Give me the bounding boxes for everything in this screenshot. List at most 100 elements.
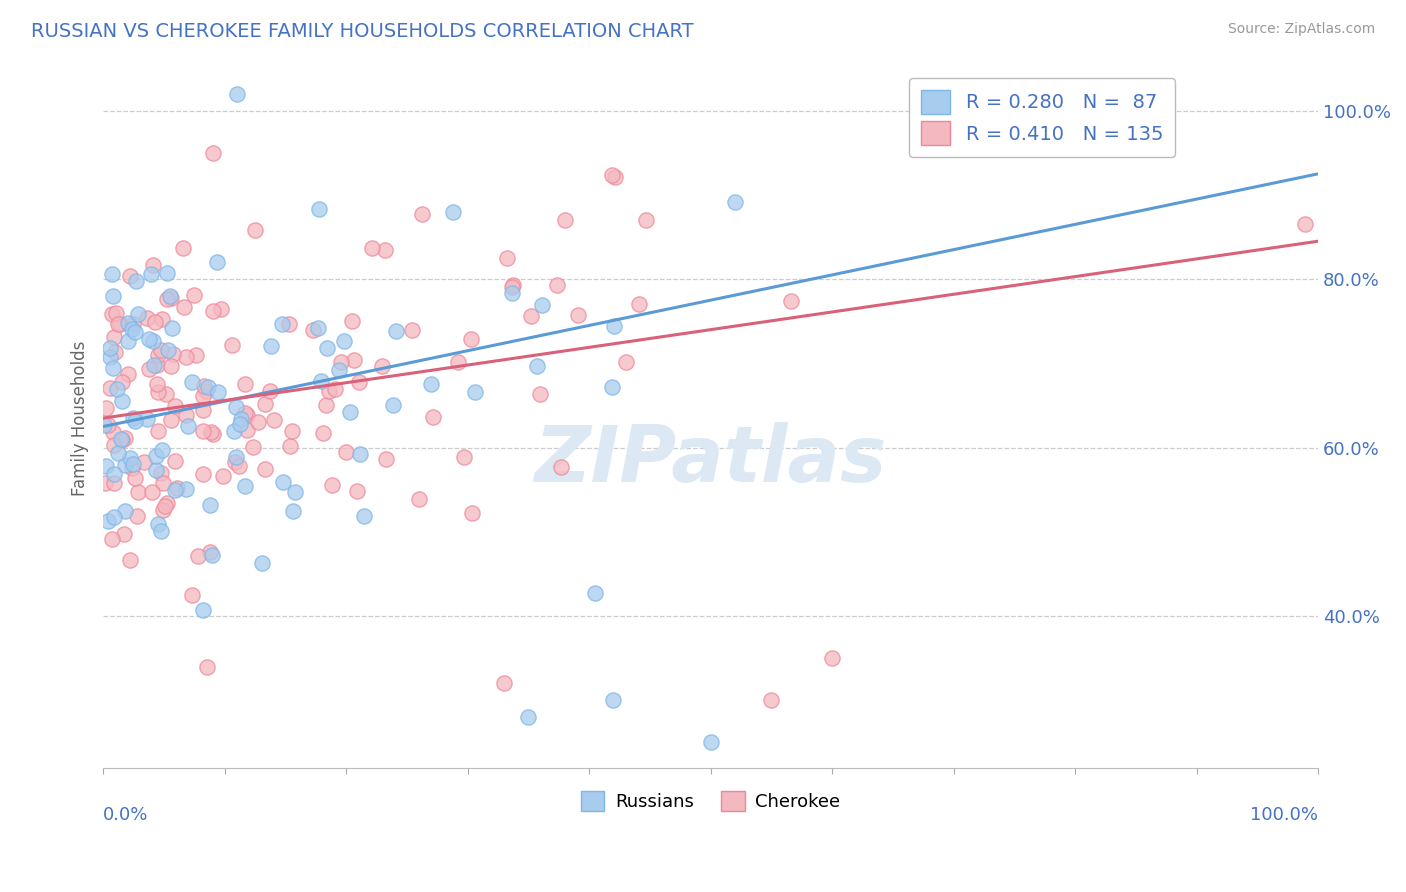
Point xyxy=(460,332,482,346)
Point xyxy=(360,241,382,255)
Point xyxy=(166,481,188,495)
Point xyxy=(120,451,142,466)
Point xyxy=(198,498,221,512)
Point xyxy=(150,312,173,326)
Point xyxy=(142,334,165,348)
Point xyxy=(146,425,169,439)
Point xyxy=(235,479,257,493)
Point xyxy=(118,269,141,284)
Point xyxy=(283,503,305,517)
Point xyxy=(628,297,651,311)
Point xyxy=(101,425,124,440)
Point xyxy=(247,415,270,429)
Point xyxy=(634,213,657,227)
Point xyxy=(198,545,221,559)
Point xyxy=(142,259,165,273)
Y-axis label: Family Households: Family Households xyxy=(72,341,89,496)
Point xyxy=(233,376,256,391)
Point xyxy=(323,382,346,396)
Point xyxy=(821,651,844,665)
Point xyxy=(201,304,224,318)
Point xyxy=(349,447,371,461)
Point xyxy=(235,406,257,420)
Point xyxy=(101,307,124,321)
Point xyxy=(229,412,252,426)
Point xyxy=(603,319,626,334)
Point xyxy=(108,317,131,331)
Point xyxy=(97,417,120,432)
Point xyxy=(330,355,353,369)
Point xyxy=(254,397,277,411)
Point xyxy=(125,508,148,523)
Point xyxy=(174,482,197,496)
Point xyxy=(103,467,125,481)
Point xyxy=(315,398,337,412)
Text: Source: ZipAtlas.com: Source: ZipAtlas.com xyxy=(1227,22,1375,37)
Point xyxy=(501,280,523,294)
Point xyxy=(529,387,551,401)
Point xyxy=(183,288,205,302)
Point xyxy=(121,322,143,336)
Point xyxy=(172,241,194,255)
Point xyxy=(284,484,307,499)
Point xyxy=(385,324,408,338)
Point xyxy=(335,445,357,459)
Point xyxy=(110,432,132,446)
Point xyxy=(307,320,329,334)
Point xyxy=(501,286,523,301)
Point xyxy=(145,358,167,372)
Point xyxy=(98,381,121,395)
Point xyxy=(146,516,169,531)
Point xyxy=(156,343,179,358)
Point xyxy=(302,323,325,337)
Point xyxy=(97,514,120,528)
Point xyxy=(699,735,721,749)
Point xyxy=(517,710,540,724)
Point xyxy=(197,380,219,394)
Point xyxy=(177,418,200,433)
Point xyxy=(211,468,233,483)
Point xyxy=(136,310,159,325)
Point xyxy=(103,476,125,491)
Point xyxy=(373,243,395,257)
Point xyxy=(124,414,146,428)
Point xyxy=(138,361,160,376)
Point xyxy=(114,458,136,472)
Point xyxy=(228,459,250,474)
Point xyxy=(124,471,146,485)
Point xyxy=(259,384,281,398)
Point xyxy=(761,693,783,707)
Point xyxy=(146,376,169,391)
Point xyxy=(280,439,302,453)
Point xyxy=(191,603,214,617)
Point xyxy=(150,343,173,358)
Point xyxy=(333,334,356,349)
Point xyxy=(93,418,115,433)
Point xyxy=(145,449,167,463)
Point xyxy=(150,443,173,458)
Point xyxy=(271,475,294,490)
Point xyxy=(371,359,394,374)
Point xyxy=(111,375,134,389)
Text: 100.0%: 100.0% xyxy=(1250,806,1319,824)
Point xyxy=(422,409,444,424)
Point xyxy=(121,460,143,475)
Point xyxy=(127,307,149,321)
Point xyxy=(176,350,198,364)
Point xyxy=(174,409,197,423)
Point xyxy=(464,384,486,399)
Point xyxy=(420,377,443,392)
Point xyxy=(117,334,139,348)
Point xyxy=(567,309,589,323)
Point xyxy=(353,508,375,523)
Point xyxy=(107,445,129,459)
Point xyxy=(460,506,482,520)
Point xyxy=(201,427,224,442)
Point xyxy=(195,384,218,398)
Point xyxy=(207,385,229,400)
Point xyxy=(160,321,183,335)
Point xyxy=(453,450,475,464)
Point xyxy=(308,202,330,216)
Point xyxy=(173,300,195,314)
Point xyxy=(159,412,181,426)
